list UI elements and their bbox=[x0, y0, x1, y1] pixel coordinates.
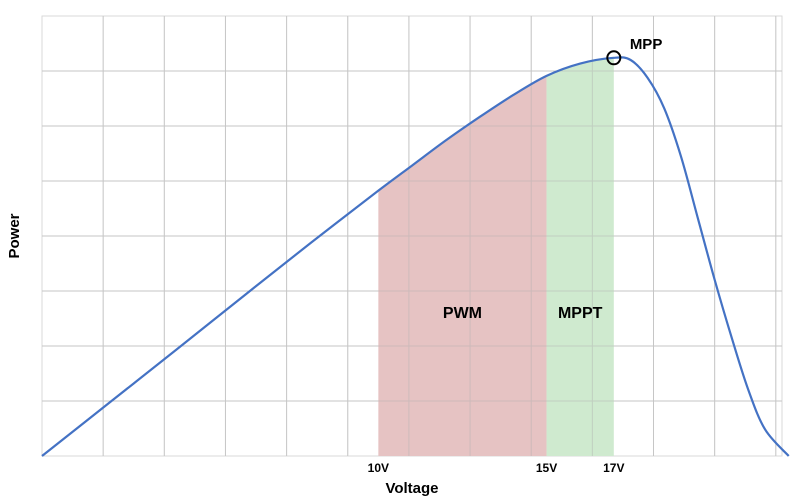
labels: PWM MPPT MPP 10V 15V 17V Voltage Power bbox=[6, 36, 662, 497]
mpp-marker bbox=[606, 50, 622, 66]
region-mppt bbox=[546, 57, 614, 457]
curve-layer bbox=[41, 50, 790, 457]
region-label-pwm: PWM bbox=[443, 305, 482, 322]
x-tick-label-10: 10V bbox=[368, 461, 389, 475]
grid-overlay bbox=[42, 16, 782, 456]
x-tick-label-17: 17V bbox=[603, 461, 624, 475]
region-label-mppt: MPPT bbox=[558, 305, 603, 322]
regions bbox=[42, 16, 782, 457]
x-tick-label-15: 15V bbox=[536, 461, 557, 475]
power-curve-line bbox=[41, 56, 790, 457]
region-pwm bbox=[378, 75, 547, 456]
x-axis-title: Voltage bbox=[385, 480, 438, 497]
mpp-label: MPP bbox=[630, 36, 663, 53]
y-axis-title: Power bbox=[6, 213, 23, 258]
